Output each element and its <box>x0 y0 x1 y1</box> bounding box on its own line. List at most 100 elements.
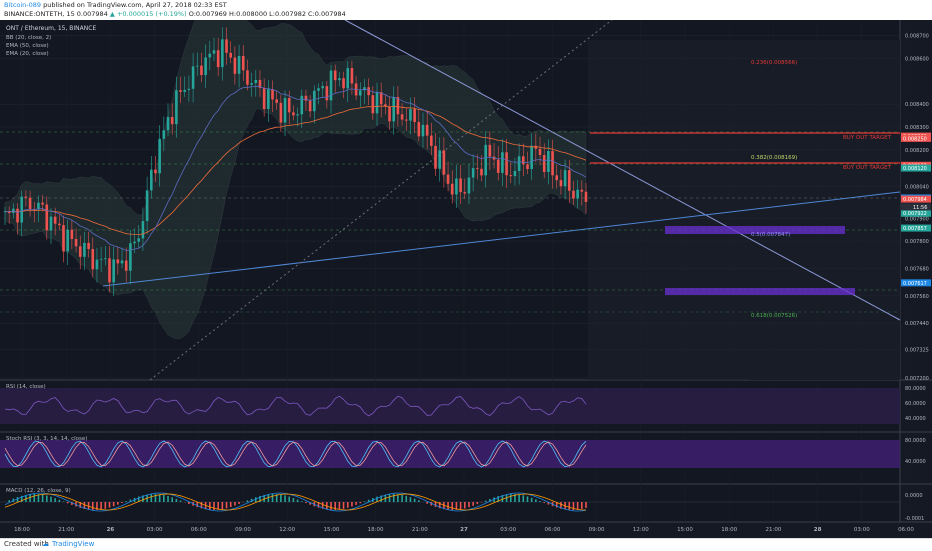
candle-body <box>74 239 78 247</box>
candle-body <box>388 106 391 122</box>
candle-body <box>187 88 191 90</box>
candle-body <box>179 90 182 92</box>
tradingview-brand[interactable]: TradingView <box>52 540 95 548</box>
time-tick-label: 15:00 <box>323 527 339 533</box>
grid <box>0 20 907 522</box>
candle-body <box>534 145 538 149</box>
candle-body <box>237 55 241 74</box>
candle-body <box>287 98 291 113</box>
price-tick-label: 0.007200 <box>905 376 929 382</box>
candle-body <box>166 117 170 131</box>
time-tick-label: 06:00 <box>544 527 560 533</box>
candle-body <box>112 259 115 283</box>
price-tick-label: 0.007800 <box>905 239 929 245</box>
candle-body <box>442 150 446 175</box>
symbol-line: BINANCE:ONTETH, 15 0.007984 ▲ +0.000015 … <box>4 10 346 18</box>
candle-body <box>208 53 212 58</box>
stoch-d-line <box>4 441 587 467</box>
candle-body <box>413 109 416 123</box>
candles <box>3 27 588 297</box>
ema50-line <box>4 105 587 235</box>
time-tick-label: 28 <box>814 527 822 533</box>
ema20-legend: EMA (20, close) <box>6 51 49 57</box>
chart-title: ONT / Ethereum, 15, BINANCE <box>6 25 96 32</box>
price-marker-box <box>901 164 931 172</box>
candle-body <box>455 178 458 195</box>
candle-body <box>195 65 199 67</box>
author-link[interactable]: Bitcoin-089 <box>4 1 42 9</box>
candle-body <box>24 196 28 198</box>
candle-body <box>350 68 354 84</box>
candle-body <box>58 223 61 226</box>
candle-body <box>104 258 107 260</box>
price-marker-box <box>901 279 931 287</box>
macd-legend: MACD (12, 26, close, 9) <box>6 488 71 494</box>
ema20-line <box>4 85 587 252</box>
candle-body <box>296 114 299 116</box>
candle-body <box>471 168 475 178</box>
candle-body <box>262 87 266 110</box>
candle-body <box>492 156 496 160</box>
price-chart[interactable]: BUY OUT TARGET BUY OUT TARGET 0.236(0.00… <box>0 0 932 538</box>
candle-body <box>542 155 546 173</box>
candle-body <box>438 150 442 169</box>
candle-body <box>212 50 216 54</box>
candle-body <box>124 260 128 271</box>
ohlc-values: O:0.007969 H:0.008000 L:0.007982 C:0.007… <box>188 10 346 18</box>
candle-body <box>279 102 283 123</box>
candle-body <box>162 130 166 139</box>
candle-body <box>20 196 24 223</box>
tradingview-logo-icon: ☁ <box>42 540 49 548</box>
price-marker-label: 0.007984 <box>903 197 927 203</box>
candle-body <box>70 229 74 240</box>
descending-trendline <box>344 19 901 321</box>
candle-body <box>87 242 90 250</box>
candle-body <box>141 221 145 239</box>
rsi-band <box>0 388 900 424</box>
candle-body <box>572 190 575 199</box>
candle-body <box>216 50 220 68</box>
macd-tick-label: -0.0001 <box>905 516 924 522</box>
candle-body <box>271 89 274 100</box>
candle-body <box>580 189 584 192</box>
candle-body <box>95 259 99 270</box>
candle-body <box>149 169 153 191</box>
candle-body <box>120 260 124 264</box>
stoch-legend: Stoch RSI (3, 3, 14, 14, close) <box>6 436 87 442</box>
candle-body <box>250 83 253 85</box>
candle-body <box>229 52 233 58</box>
candle-body <box>37 202 40 210</box>
price-tick-label: 0.008300 <box>905 125 929 131</box>
candle-body <box>49 216 53 231</box>
candle-body <box>99 258 103 260</box>
candle-body <box>317 88 320 91</box>
candle-body <box>62 225 65 252</box>
indicator-axis: 80.0000 60.0000 40.0000 80.0000 40.0000 0.000… <box>905 386 926 522</box>
candle-body <box>158 138 161 174</box>
time-tick-label: 12:00 <box>279 527 295 533</box>
price-change: ▲ +0.000015 (+0.19%) <box>109 10 187 18</box>
candle-body <box>375 92 379 114</box>
candle-body <box>254 79 258 84</box>
ascending-trendline <box>102 191 901 287</box>
candle-body <box>16 208 19 223</box>
candle-body <box>300 95 304 115</box>
candle-body <box>547 151 550 173</box>
support-zone-1 <box>665 226 845 234</box>
price-tick-label: 0.008400 <box>905 102 929 108</box>
chart-area[interactable]: BUY OUT TARGET BUY OUT TARGET 0.236(0.00… <box>0 0 932 538</box>
candle-body <box>275 99 278 103</box>
candle-body <box>241 55 245 71</box>
candle-body <box>338 78 341 81</box>
candle-body <box>501 152 504 173</box>
buy-out-target-label-2: BUY OUT TARGET <box>843 165 892 171</box>
time-tick-label: 15:00 <box>677 527 693 533</box>
candle-body <box>425 124 429 136</box>
support-zone-2 <box>665 288 855 295</box>
time-tick-label: 03:00 <box>147 527 163 533</box>
candle-body <box>505 152 508 176</box>
candle-body <box>538 148 542 156</box>
macd-line <box>4 492 587 512</box>
candle-body <box>463 192 467 194</box>
price-marker-box <box>901 209 931 217</box>
